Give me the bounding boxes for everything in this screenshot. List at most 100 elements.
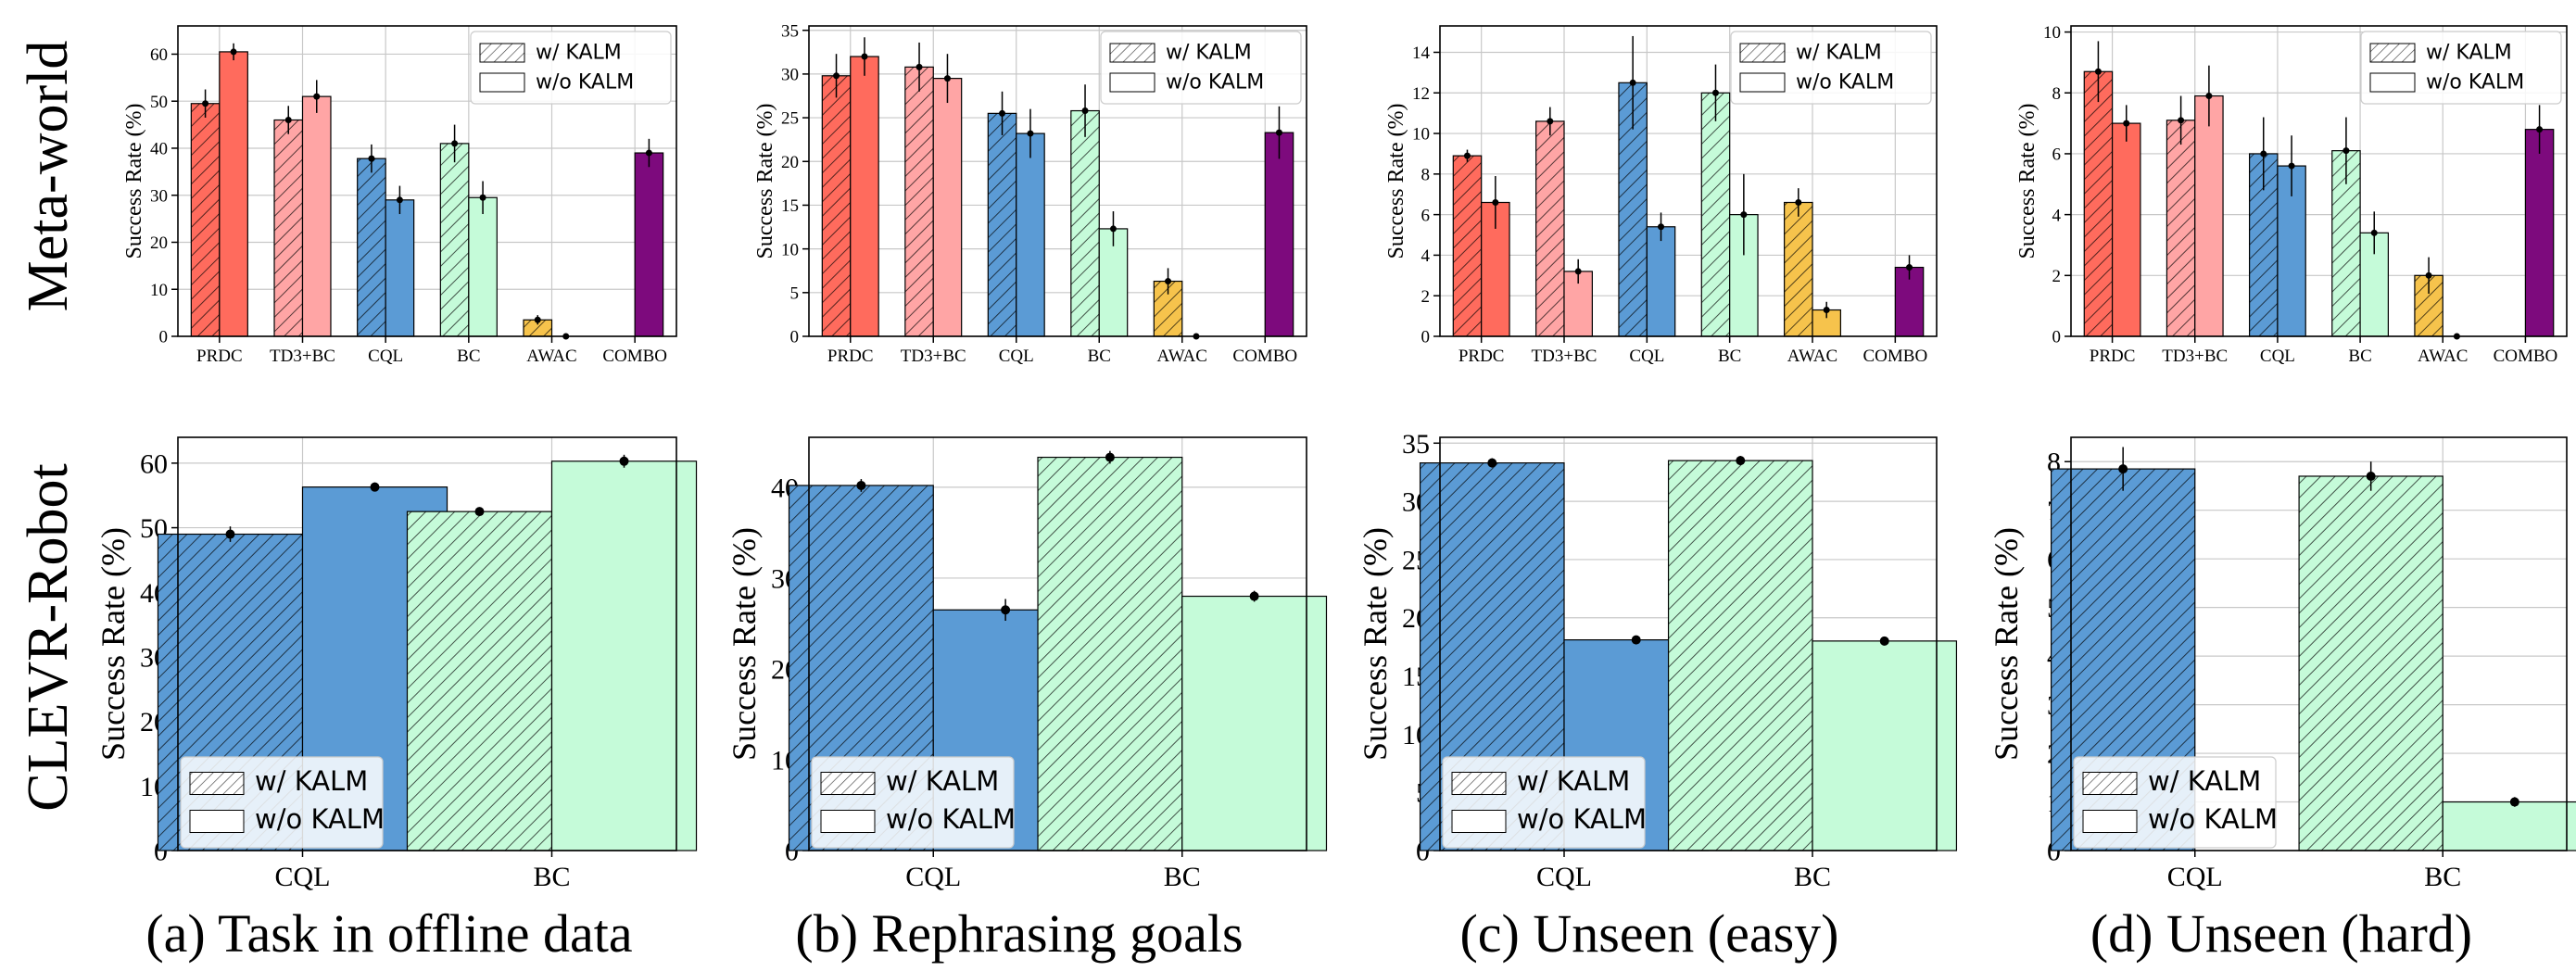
- legend-swatch-without-kalm: [1451, 810, 1507, 833]
- legend-label-with-kalm: w/ KALM: [2426, 41, 2512, 64]
- x-tick-label: BC: [533, 862, 570, 892]
- y-tick-label: 0: [790, 328, 800, 347]
- bar-prdc-without-kalm: [2111, 122, 2141, 337]
- y-tick-label: 2: [1421, 287, 1431, 307]
- x-tick-label: BC: [2348, 347, 2371, 366]
- mean-point: [2536, 126, 2544, 133]
- bar-bc-without-kalm: [1181, 595, 1328, 851]
- legend: w/ KALM w/o KALM: [1730, 31, 1932, 105]
- legend-label-with-kalm: w/ KALM: [1796, 41, 1882, 64]
- y-tick-label: 20: [781, 153, 799, 172]
- mean-point: [479, 194, 486, 201]
- x-tick-label: CQL: [275, 862, 331, 892]
- mean-point: [1795, 198, 1802, 206]
- bar-prdc-with-kalm-hatch: [822, 75, 851, 337]
- bar-td3-bc-with-kalm-hatch: [1535, 120, 1564, 336]
- bar-bc-with-kalm-hatch: [1668, 460, 1812, 851]
- mean-point: [645, 149, 652, 157]
- bar-combo-without-kalm: [1264, 132, 1294, 337]
- x-tick-label: CQL: [1536, 862, 1592, 892]
- y-tick-label: 5: [790, 284, 800, 303]
- x-tick-label: PRDC: [196, 347, 243, 366]
- bar-bc-without-kalm: [2442, 801, 2576, 851]
- x-tick-label: TD3+BC: [270, 347, 335, 366]
- mean-point: [1574, 268, 1582, 275]
- x-tick-label: BC: [457, 347, 480, 366]
- bar-prdc-with-kalm-hatch: [2084, 71, 2113, 336]
- legend-label-with-kalm: w/ KALM: [886, 765, 999, 797]
- x-tick-label: AWAC: [2418, 347, 2468, 366]
- x-tick-label: CQL: [999, 347, 1034, 366]
- legend-swatch-without-kalm: [479, 72, 525, 93]
- mean-point: [1879, 636, 1889, 646]
- x-tick-label: AWAC: [1157, 347, 1207, 366]
- mean-point: [1275, 129, 1282, 136]
- legend-label-without-kalm: w/o KALM: [2148, 803, 2278, 835]
- caption-d: (d) Unseen (hard): [2090, 903, 2472, 964]
- mean-point: [2178, 117, 2185, 124]
- bar-bc-without-kalm: [1098, 228, 1129, 337]
- mean-point: [1823, 307, 1830, 314]
- mean-point: [2118, 464, 2128, 474]
- mean-point: [2509, 797, 2519, 807]
- mean-point: [1081, 107, 1089, 115]
- y-tick-label: 10: [2043, 23, 2061, 43]
- chart-2: 0 5 10 15 20 25 30 35 PRDC TD3+BC CQL BC AWAC COMBO Su…: [753, 21, 1307, 366]
- legend-label-with-kalm: w/ KALM: [255, 765, 368, 797]
- y-tick-label: 6: [1421, 206, 1431, 225]
- legend-swatch-with-kalm-hatch: [1740, 44, 1785, 62]
- y-axis-label: Success Rate (%): [95, 527, 132, 761]
- mean-point: [999, 109, 1006, 117]
- bar-bc-with-kalm-hatch: [407, 511, 552, 851]
- chart-1: 0 10 20 30 40 50 60 PRDC TD3+BC CQL BC AWAC COMBO Suc…: [122, 25, 677, 366]
- y-tick-label: 2: [2052, 267, 2062, 286]
- row-label-meta-world: Meta-world: [17, 41, 80, 312]
- bar-bc-without-kalm: [1729, 214, 1759, 337]
- bar-combo-without-kalm: [2524, 129, 2555, 337]
- plot-frame: [1439, 436, 1938, 851]
- bar-bc-without-kalm: [550, 460, 698, 851]
- y-axis-label: Success Rate (%): [1357, 527, 1394, 761]
- x-tick-label: PRDC: [2090, 347, 2136, 366]
- x-tick-label: CQL: [2260, 347, 2295, 366]
- legend-swatch-with-kalm-hatch: [2370, 44, 2415, 62]
- mean-point: [833, 72, 840, 80]
- mean-point: [1027, 130, 1034, 137]
- y-tick-label: 8: [1421, 165, 1431, 184]
- mean-point: [1492, 198, 1499, 206]
- legend-label-without-kalm: w/o KALM: [886, 803, 1016, 835]
- y-axis-label: Success Rate (%): [726, 527, 763, 761]
- mean-point: [1658, 223, 1665, 231]
- bar-awac-with-kalm-hatch: [1784, 202, 1812, 336]
- y-tick-label: 6: [2052, 145, 2062, 165]
- chart-7: 05101520253035CQLBCSuccess Rate (%)w/ KA…: [1357, 429, 1958, 892]
- bar-bc-without-kalm: [468, 196, 498, 337]
- legend-swatch-with-kalm-hatch: [821, 772, 875, 795]
- x-tick-label: TD3+BC: [1532, 347, 1597, 366]
- x-tick-label: TD3+BC: [901, 347, 966, 366]
- y-tick-label: 30: [781, 66, 799, 85]
- mean-point: [1165, 278, 1172, 285]
- x-tick-label: COMBO: [1863, 347, 1927, 366]
- bar-bc-with-kalm-hatch: [1038, 457, 1182, 851]
- mean-point: [313, 93, 321, 100]
- bar-cql-with-kalm-hatch: [988, 113, 1017, 336]
- y-tick-label: 40: [150, 140, 168, 159]
- x-tick-label: BC: [1718, 347, 1741, 366]
- mean-point: [1105, 452, 1115, 462]
- legend-label-with-kalm: w/ KALM: [2148, 765, 2261, 797]
- legend: w/ KALM w/o KALM: [1442, 756, 1647, 849]
- legend: w/ KALM w/o KALM: [2073, 756, 2278, 849]
- y-tick-label: 14: [1412, 44, 1431, 63]
- plot-frame: [808, 25, 1307, 337]
- x-tick-label: TD3+BC: [2162, 347, 2228, 366]
- mean-point: [915, 63, 923, 70]
- chart-8: 012345678CQLBCSuccess Rate (%)w/ KALMw/o…: [1988, 436, 2576, 892]
- bar-bc-with-kalm-hatch: [440, 143, 469, 336]
- caption-c: (c) Unseen (easy): [1459, 903, 1838, 964]
- x-tick-label: BC: [1088, 347, 1111, 366]
- bar-bc-with-kalm-hatch: [1701, 93, 1730, 336]
